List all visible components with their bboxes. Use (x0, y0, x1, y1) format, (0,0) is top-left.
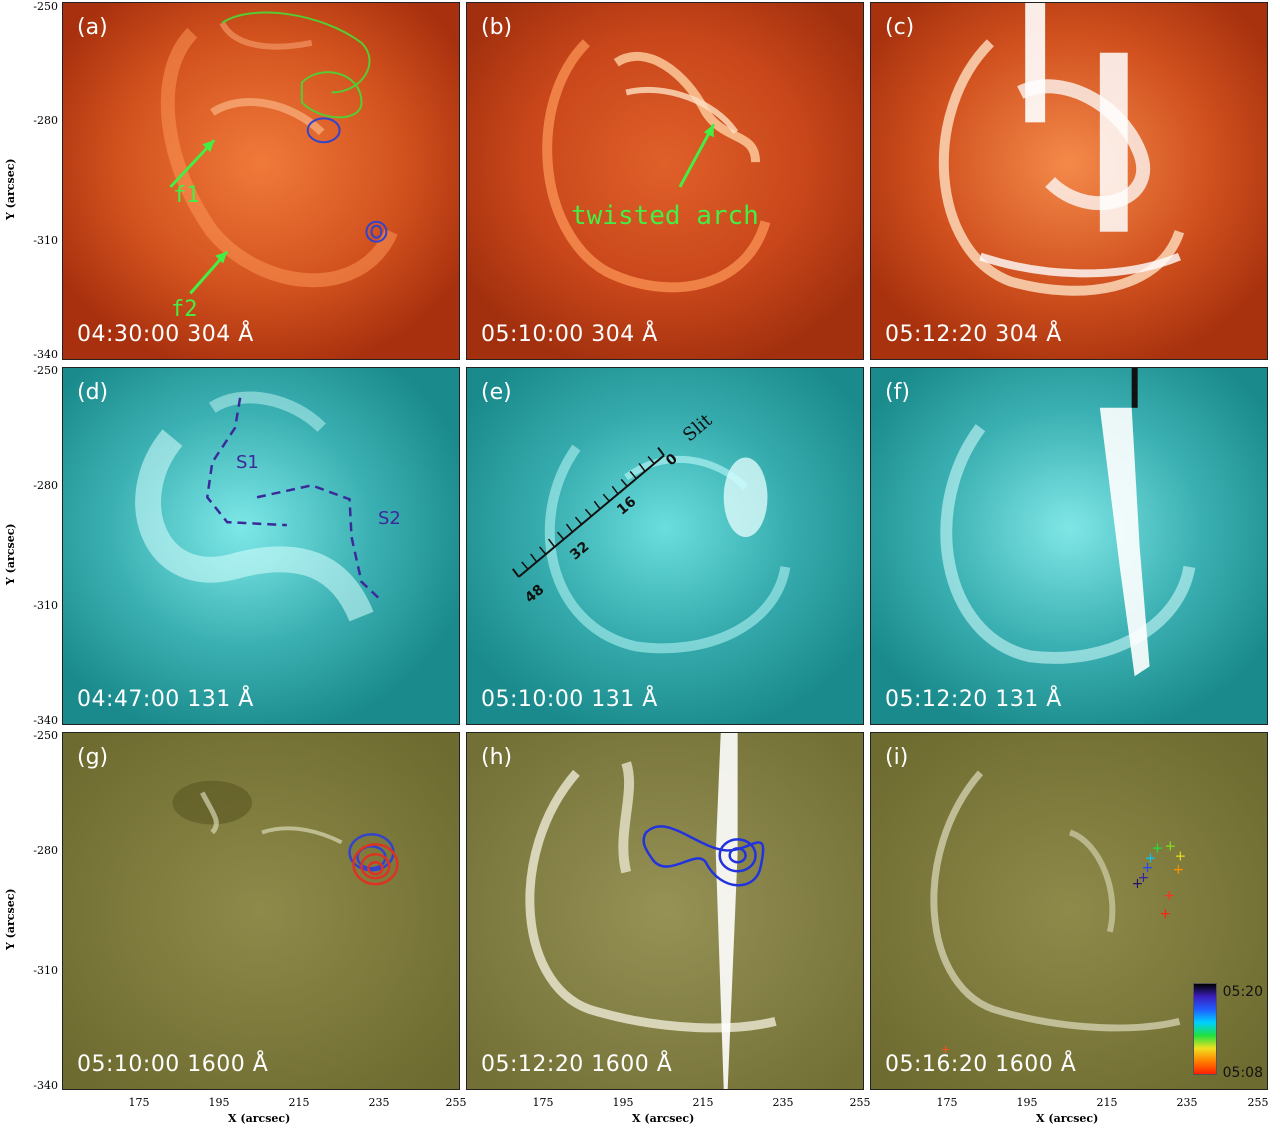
image-131-d (63, 368, 459, 724)
svg-text:+: + (1165, 838, 1177, 854)
y-tick: -310 (33, 599, 58, 612)
x-tick: 235 (1176, 1096, 1198, 1109)
svg-text:+: + (1164, 888, 1176, 904)
y-tick: -280 (33, 844, 58, 857)
panel-caption: 05:10:00 304 Å (481, 322, 658, 347)
panel-label: (i) (885, 745, 909, 770)
y-tick: -280 (33, 114, 58, 127)
x-tick: 255 (849, 1096, 871, 1109)
y-axis-title-row2: Y (arcsec) (4, 523, 17, 585)
y-tick: -250 (33, 364, 58, 377)
panel-caption: 04:30:00 304 Å (77, 322, 254, 347)
svg-text:+: + (1174, 848, 1186, 864)
panel-caption: 05:12:20 1600 Å (481, 1052, 673, 1077)
y-axis-title-row3: Y (arcsec) (4, 888, 17, 950)
x-tick: 235 (772, 1096, 794, 1109)
x-tick: 215 (288, 1096, 310, 1109)
panel-h: (h) 05:12:20 1600 Å (466, 732, 864, 1090)
panel-b: (b) twisted arch 05:10:00 304 Å (466, 2, 864, 360)
panel-caption: 05:16:20 1600 Å (885, 1052, 1077, 1077)
panel-label: (h) (481, 745, 513, 770)
panel-label: (e) (481, 380, 512, 405)
image-1600-g (63, 733, 459, 1089)
panel-label: (f) (885, 380, 910, 405)
panel-label: (d) (77, 380, 109, 405)
panel-caption: 05:10:00 131 Å (481, 687, 658, 712)
s2-label: S2 (378, 508, 401, 529)
panel-caption: 04:47:00 131 Å (77, 687, 254, 712)
panel-g: (g) 05:10:00 1600 Å (62, 732, 460, 1090)
panel-caption: 05:12:20 131 Å (885, 687, 1062, 712)
image-131-f (871, 368, 1267, 724)
image-304-a (63, 3, 459, 359)
y-tick: -310 (33, 964, 58, 977)
svg-text:+: + (1142, 860, 1154, 876)
x-tick: 255 (445, 1096, 467, 1109)
x-tick: 195 (612, 1096, 634, 1109)
panel-a: (a) f1 f2 04:30:00 304 Å (62, 2, 460, 360)
panel-label: (a) (77, 15, 108, 40)
panel-label: (b) (481, 15, 513, 40)
colorbar-bottom-label: 05:08 (1222, 1065, 1263, 1081)
svg-text:+: + (1138, 870, 1150, 886)
x-axis-title-col2: X (arcsec) (632, 1112, 695, 1125)
panel-c: (c) 05:12:20 304 Å (870, 2, 1268, 360)
svg-text:+: + (1152, 840, 1164, 856)
time-colorbar (1193, 983, 1217, 1075)
y-tick: -340 (33, 348, 58, 361)
s1-label: S1 (236, 452, 259, 473)
image-131-e (467, 368, 863, 724)
f1-label: f1 (173, 183, 200, 208)
y-tick: -310 (33, 234, 58, 247)
image-1600-h (467, 733, 863, 1089)
f2-label: f2 (171, 297, 198, 322)
x-axis-title-col1: X (arcsec) (228, 1112, 291, 1125)
svg-text:+: + (1145, 850, 1157, 866)
colorbar-top-label: 05:20 (1222, 984, 1263, 1000)
x-tick: 175 (936, 1096, 958, 1109)
svg-text:+: + (1160, 906, 1172, 922)
y-tick: -280 (33, 479, 58, 492)
y-tick: -340 (33, 1079, 58, 1092)
y-axis-title-row1: Y (arcsec) (4, 158, 17, 220)
panel-d: (d) S1 S2 04:47:00 131 Å (62, 367, 460, 725)
panel-label: (g) (77, 745, 109, 770)
x-tick: 255 (1247, 1096, 1269, 1109)
twisted-arch-label: twisted arch (571, 201, 759, 231)
svg-text:+: + (941, 1042, 951, 1056)
y-tick: -250 (33, 729, 58, 742)
svg-text:+: + (1132, 876, 1144, 892)
x-tick: 235 (368, 1096, 390, 1109)
x-tick: 195 (208, 1096, 230, 1109)
panel-e: (e) Slit 0 16 32 48 05:10:00 131 Å (466, 367, 864, 725)
x-tick: 195 (1016, 1096, 1038, 1109)
panel-f: (f) 05:12:20 131 Å (870, 367, 1268, 725)
x-tick: 215 (1096, 1096, 1118, 1109)
svg-text:+: + (1172, 862, 1184, 878)
x-tick: 215 (692, 1096, 714, 1109)
x-tick: 175 (532, 1096, 554, 1109)
x-tick: 175 (128, 1096, 150, 1109)
y-tick: -340 (33, 714, 58, 727)
panel-label: (c) (885, 15, 915, 40)
y-tick: -250 (33, 0, 58, 13)
panel-i: + + + + + + + + + + + (i) 05:20 05:08 05… (870, 732, 1268, 1090)
image-304-b (467, 3, 863, 359)
panel-caption: 05:12:20 304 Å (885, 322, 1062, 347)
image-304-c (871, 3, 1267, 359)
panel-caption: 05:10:00 1600 Å (77, 1052, 269, 1077)
x-axis-title-col3: X (arcsec) (1036, 1112, 1099, 1125)
